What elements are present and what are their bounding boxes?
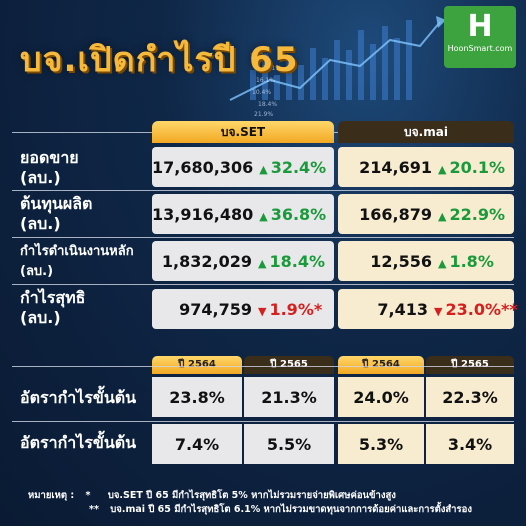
logo-text: HoonSmart.com <box>447 44 513 53</box>
row-label-cost: ต้นทุนผลิต (ลบ.) <box>20 194 92 234</box>
set-net-profit-cell: 974,759 ▼ 1.9%* <box>152 289 334 329</box>
mai-value: 7,413 <box>377 299 428 319</box>
up-arrow-icon: ▲ <box>438 209 447 223</box>
ratio-mai-2565: 22.3% <box>426 377 514 417</box>
bg-chart-label: 16.1% <box>256 77 275 84</box>
set-year-2564-header: ปี 2564 <box>152 356 242 374</box>
up-arrow-icon: ▲ <box>438 256 447 270</box>
set-year-2565-header: ปี 2565 <box>244 356 334 374</box>
mai-value: 214,691 <box>359 157 432 177</box>
set-core-profit-cell: 1,832,029 ▲ 18.4% <box>152 241 334 281</box>
footnote-text: บจ.SET ปี 65 มีกำไรสุทธิโต 5% หากไม่รวมร… <box>107 490 396 501</box>
bg-chart-label: 12.7% <box>250 53 269 60</box>
row-label-net-profit: กำไรสุทธิ (ลบ.) <box>20 288 85 328</box>
footnote-mark: * <box>85 490 91 501</box>
footnote-mark: ** <box>89 504 99 515</box>
divider <box>12 421 514 422</box>
row-label-line1: กำไรสุทธิ <box>20 288 86 307</box>
set-value: 13,916,480 <box>152 204 254 224</box>
bg-chart-label: 10.4% <box>252 89 271 96</box>
ratio-mai-2564: 5.3% <box>338 424 424 464</box>
mai-year-2564-header: ปี 2564 <box>338 356 424 374</box>
set-value: 17,680,306 <box>152 157 254 177</box>
set-value: 974,759 <box>179 299 252 319</box>
set-change: 32.4% <box>270 157 327 177</box>
ratio-mai-2565: 3.4% <box>426 424 514 464</box>
footnote-line-2: ** บจ.mai ปี 65 มีกำไรสุทธิโต 6.1% หากไม… <box>89 502 472 517</box>
mai-cost-cell: 166,879 ▲ 22.9% <box>338 194 514 234</box>
set-cost-cell: 13,916,480 ▲ 36.8% <box>152 194 334 234</box>
footnote-prefix: หมายเหตุ : <box>28 490 75 501</box>
row-label-line2: (ลบ.) <box>20 308 61 327</box>
ratio-label: อัตรากำไรขั้นต้น <box>20 388 137 407</box>
mai-change: 20.1% <box>449 157 505 177</box>
row-label-line2: (ลบ.) <box>20 214 61 233</box>
header-mai: บจ.mai <box>338 121 514 143</box>
row-label-line1: ยอดขาย <box>20 148 79 167</box>
header-set: บจ.SET <box>152 121 334 143</box>
ratio-set-2564: 23.8% <box>152 377 242 417</box>
mai-change: 1.8% <box>449 251 494 271</box>
bg-chart-label: 24.1% <box>262 65 281 72</box>
divider <box>12 237 514 238</box>
hoonsmart-logo: H HoonSmart.com <box>444 6 516 68</box>
mai-core-profit-cell: 12,556 ▲ 1.8% <box>338 241 514 281</box>
set-change: 1.9%* <box>269 299 323 319</box>
ratio-mai-2564: 24.0% <box>338 377 424 417</box>
up-arrow-icon: ▲ <box>259 162 268 176</box>
up-arrow-icon: ▲ <box>259 209 268 223</box>
background-stock-chart: 12.7% 24.1% 16.1% 10.4% 18.4% 21.9% <box>229 16 446 118</box>
mai-value: 12,556 <box>370 251 432 271</box>
mai-year-2565-header: ปี 2565 <box>426 356 514 374</box>
bg-chart-label: 21.9% <box>254 111 273 118</box>
set-sales-cell: 17,680,306 ▲ 32.4% <box>152 147 334 187</box>
row-label-line2: (ลบ.) <box>20 168 61 187</box>
row-label-sales: ยอดขาย (ลบ.) <box>20 148 79 188</box>
mai-change: 23.0%** <box>445 299 518 319</box>
row-label-line1: ต้นทุนผลิต <box>20 194 93 213</box>
mai-change: 22.9% <box>449 204 505 224</box>
bg-chart-label: 18.4% <box>258 101 277 108</box>
row-label-core-profit: กำไรดำเนินงานหลัก (ลบ.) <box>20 242 134 282</box>
set-change: 18.4% <box>269 251 325 271</box>
down-arrow-icon: ▼ <box>434 304 443 318</box>
row-label-line2: (ลบ.) <box>20 264 54 279</box>
up-arrow-icon: ▲ <box>438 162 447 176</box>
divider <box>12 366 514 367</box>
ratio-set-2565: 5.5% <box>244 424 334 464</box>
ratio-set-2564: 7.4% <box>152 424 242 464</box>
down-arrow-icon: ▼ <box>258 304 267 318</box>
footnote-text: บจ.mai ปี 65 มีกำไรสุทธิโต 6.1% หากไม่รว… <box>110 504 472 515</box>
logo-mark: H <box>467 9 493 44</box>
footnote-line-1: หมายเหตุ : * บจ.SET ปี 65 มีกำไรสุทธิโต … <box>28 488 396 503</box>
set-change: 36.8% <box>270 204 327 224</box>
divider <box>12 190 514 191</box>
ratio-label: อัตรากำไรขั้นต้น <box>20 433 137 452</box>
mai-value: 166,879 <box>359 204 432 224</box>
set-value: 1,832,029 <box>161 251 252 271</box>
ratio-set-2565: 21.3% <box>244 377 334 417</box>
mai-net-profit-cell: 7,413 ▼ 23.0%** <box>338 289 518 329</box>
up-arrow-icon: ▲ <box>258 256 267 270</box>
page-title: บจ.เปิดกำไรปี 65 <box>20 40 299 80</box>
divider <box>12 284 514 285</box>
row-label-line1: กำไรดำเนินงานหลัก <box>20 244 134 259</box>
mai-sales-cell: 214,691 ▲ 20.1% <box>338 147 514 187</box>
